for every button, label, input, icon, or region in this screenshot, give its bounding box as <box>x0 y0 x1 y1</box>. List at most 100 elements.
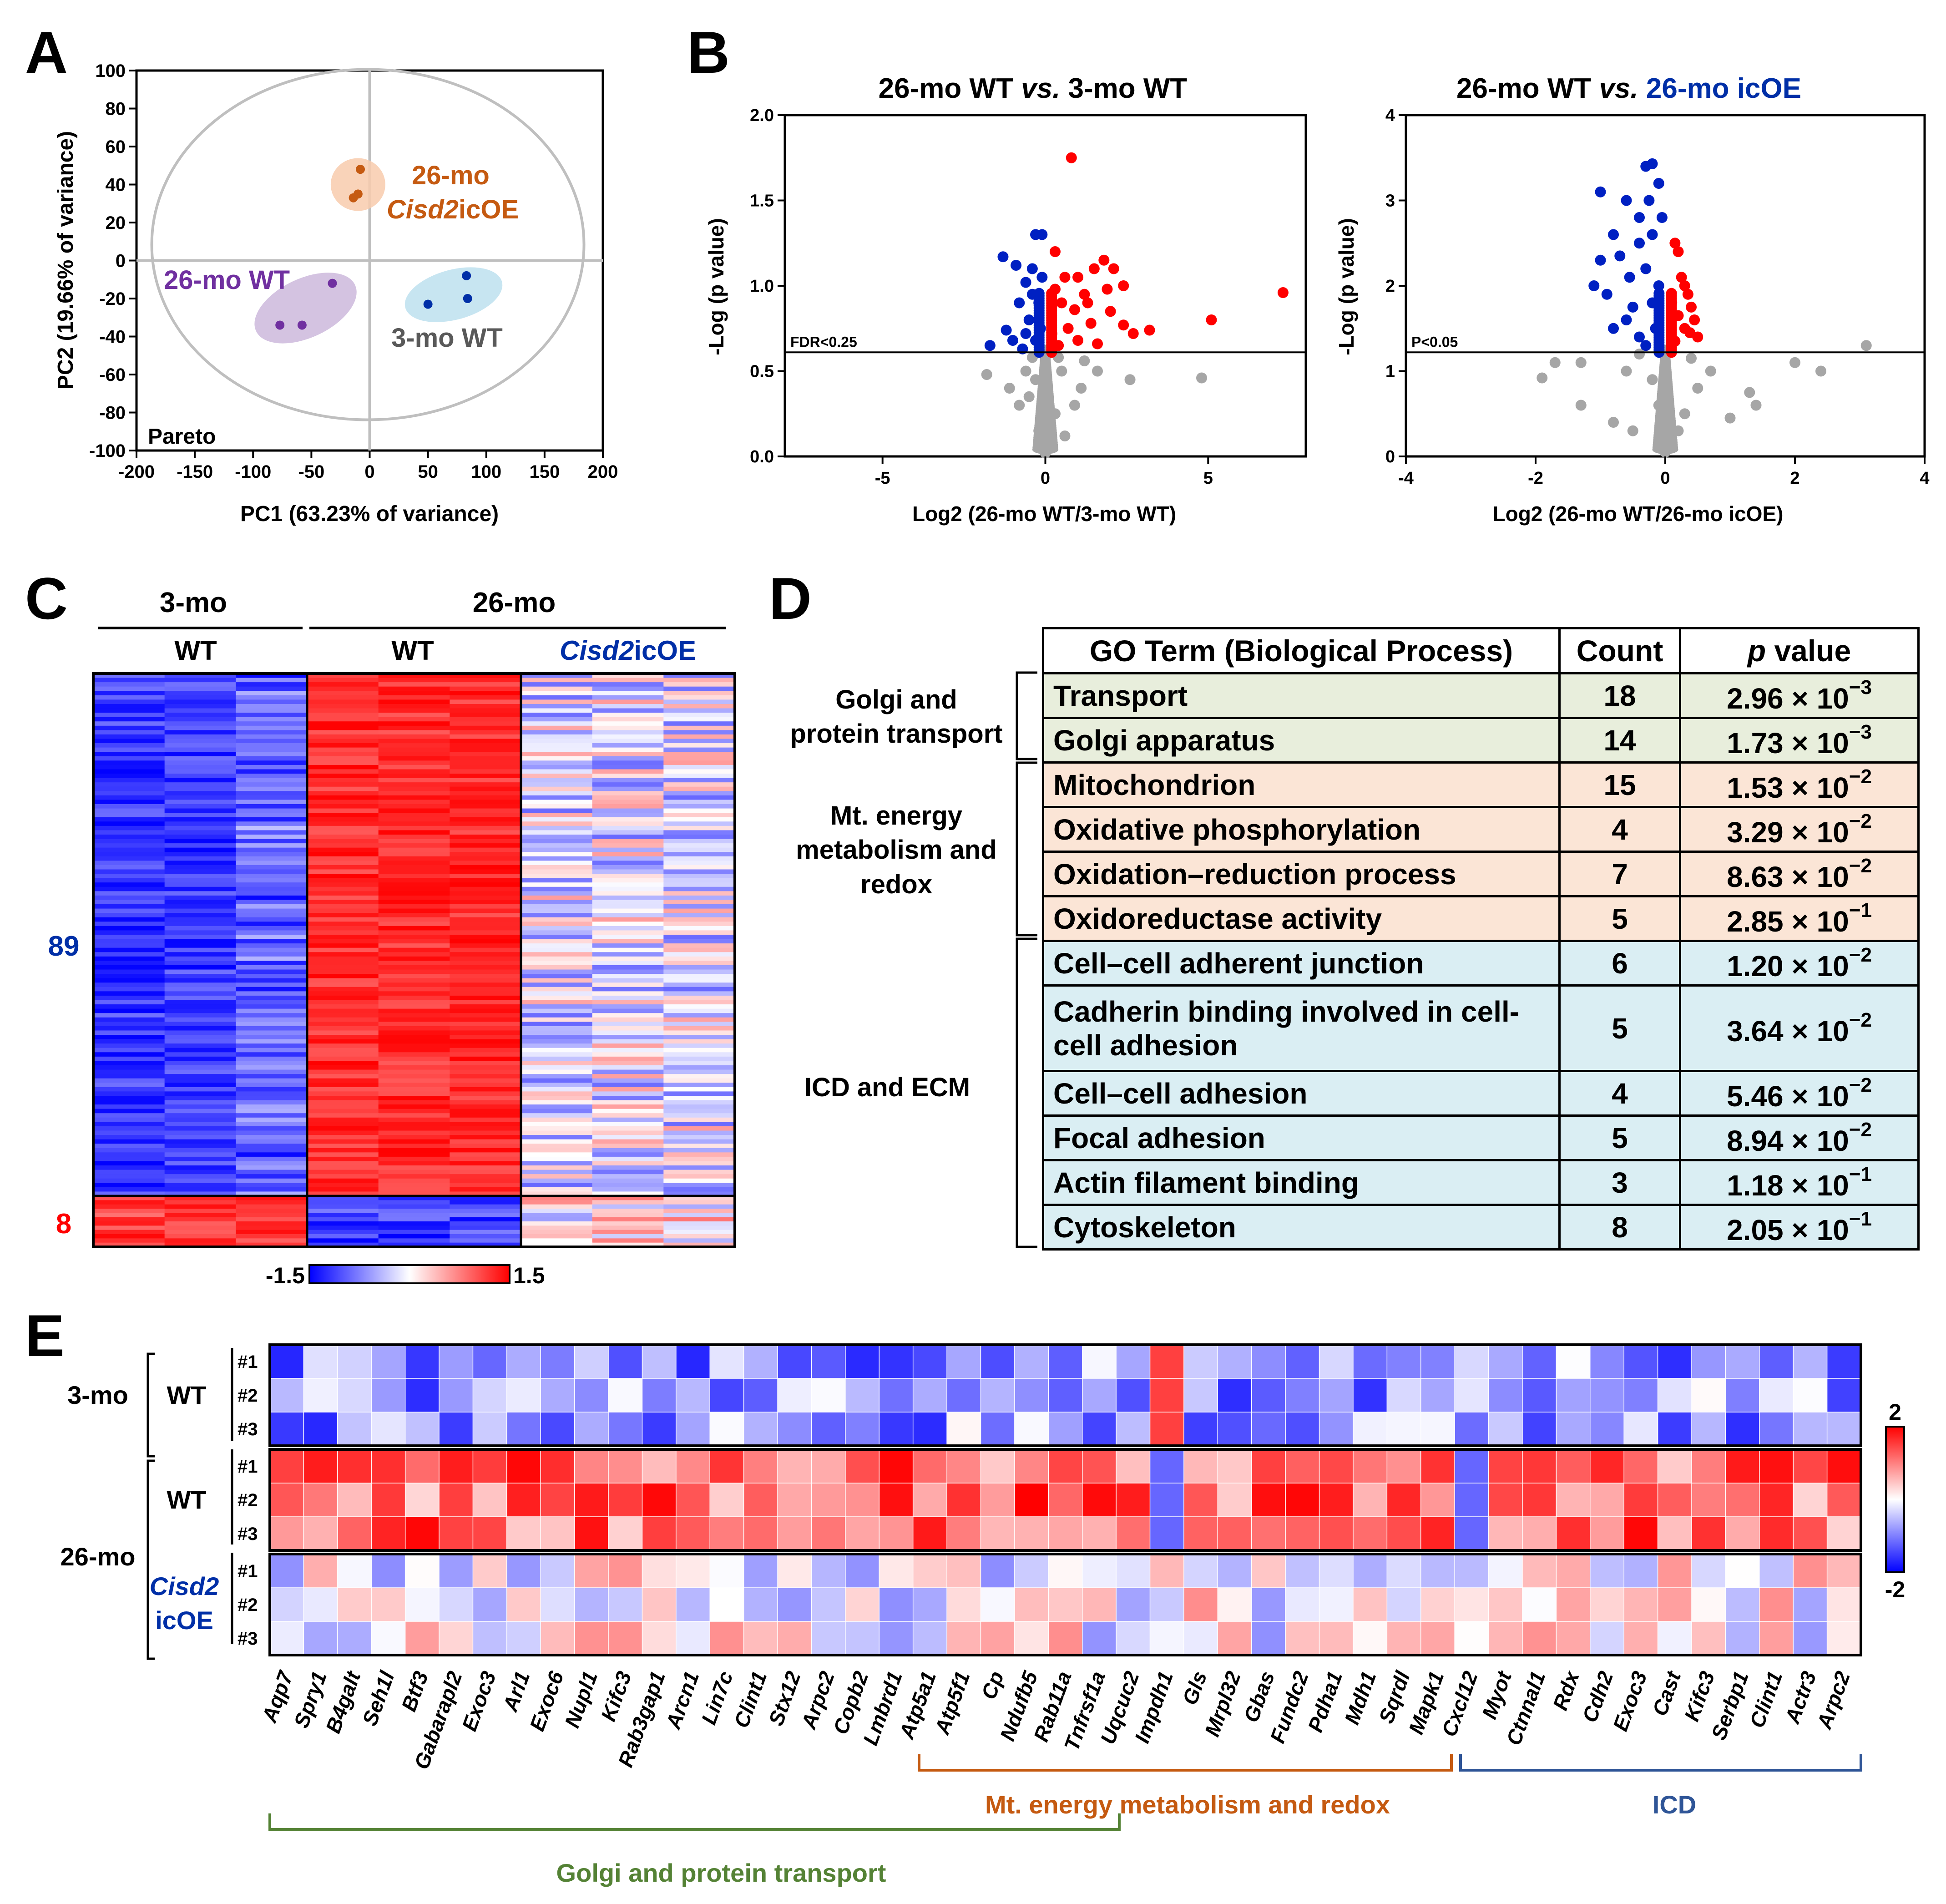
heatmap-c-cell <box>236 930 308 935</box>
heatmap-e-cell <box>1826 1412 1862 1447</box>
heatmap-e-cell <box>608 1483 643 1518</box>
heatmap-c-cell <box>307 1074 379 1079</box>
heatmap-c-cell <box>307 774 379 779</box>
heatmap-c-cell <box>236 874 308 879</box>
go-pvalue-mantissa: 2.05 <box>1727 1213 1784 1246</box>
heatmap-c-cell <box>93 1230 165 1235</box>
heatmap-c-cell <box>93 1196 165 1201</box>
go-pvalue-times: × <box>1791 1213 1809 1246</box>
heatmap-c-cell <box>521 830 593 835</box>
heatmap-c-cell <box>93 1078 165 1084</box>
heatmap-c-cell <box>307 886 379 892</box>
heatmap-e-cell <box>1319 1516 1354 1551</box>
heatmap-c-cell <box>450 1083 521 1088</box>
heatmap-c-cell <box>164 765 237 770</box>
heatmap-c-cell <box>93 804 165 809</box>
heatmap-c-cell <box>378 1242 450 1247</box>
heatmap-c-cell <box>93 1087 165 1092</box>
volcano2-title: 26-mo WT vs. 26-mo icOE <box>1456 73 1801 104</box>
heatmap-c-cell <box>663 1008 735 1014</box>
heatmap-c-cell <box>450 786 521 792</box>
heatmap-c-cell <box>450 1074 521 1079</box>
heatmap-c-cell <box>307 695 379 700</box>
heatmap-e-cell <box>337 1378 372 1413</box>
heatmap-c-cell <box>93 904 165 909</box>
heatmap-c-cell <box>378 1000 450 1005</box>
heatmap-e-cell <box>1759 1412 1794 1447</box>
heatmap-c-cell <box>663 930 735 935</box>
heatmap-c-cell <box>378 778 450 783</box>
volcano2-point-ns <box>1537 372 1548 384</box>
volcano1-point-down <box>1026 263 1038 274</box>
heatmap-c-cell <box>521 839 593 844</box>
heatmap-c-cell <box>307 965 379 970</box>
heatmap-c-cell <box>592 843 664 848</box>
go-term: Oxidation–reduction process <box>1042 851 1561 897</box>
heatmap-c-cell <box>164 922 237 927</box>
heatmap-e-cell <box>1826 1587 1862 1622</box>
heatmap-c-cell <box>663 808 735 814</box>
heatmap-c-cell <box>236 1083 308 1088</box>
heatmap-c-cell <box>592 808 664 814</box>
heatmap-c-cell <box>164 1152 237 1157</box>
heatmap-c-cell <box>450 843 521 848</box>
heatmap-c-cell <box>521 874 593 879</box>
heatmap-e-cell <box>1759 1378 1794 1413</box>
heatmap-c-cell <box>93 708 165 714</box>
heatmap-c-cell <box>378 900 450 905</box>
go-count: 4 <box>1558 806 1681 853</box>
heatmap-c-cell <box>378 734 450 739</box>
heatmap-e-cell <box>811 1554 846 1589</box>
heatmap-e-cell <box>337 1483 372 1518</box>
heatmap-c-cell <box>236 982 308 987</box>
heatmap-c-col-icoe-suffix: icOE <box>634 635 696 666</box>
heatmap-c-cell <box>450 1242 521 1247</box>
heatmap-c-cell <box>663 987 735 992</box>
heatmap-e-cell <box>1759 1621 1794 1656</box>
heatmap-c-cell <box>93 1178 165 1184</box>
heatmap-c-cell <box>450 1117 521 1123</box>
heatmap-c-cell <box>164 782 237 787</box>
heatmap-e-cell <box>1657 1554 1693 1589</box>
heatmap-c-cell <box>236 1000 308 1005</box>
heatmap-c-cell <box>521 952 593 957</box>
heatmap-e-cell <box>574 1344 609 1379</box>
heatmap-e-cell <box>1082 1516 1117 1551</box>
heatmap-c-cell <box>663 1078 735 1084</box>
heatmap-e-cell <box>1420 1483 1456 1518</box>
heatmap-e-cell <box>1691 1483 1726 1518</box>
heatmap-e-cell <box>676 1621 711 1656</box>
heatmap-c-cell <box>592 800 664 805</box>
heatmap-c-cell <box>164 1104 237 1109</box>
heatmap-c-cell <box>450 695 521 700</box>
heatmap-c-cell <box>592 1083 664 1088</box>
heatmap-e-cell <box>946 1621 981 1656</box>
heatmap-c-cell <box>164 947 237 953</box>
heatmap-c-cell <box>164 886 237 892</box>
heatmap-c-cell <box>236 786 308 792</box>
heatmap-c-cell <box>521 1061 593 1066</box>
heatmap-c-cell <box>93 800 165 805</box>
heatmap-c-cell <box>663 747 735 753</box>
heatmap-c-cell <box>378 935 450 940</box>
heatmap-e-cell <box>1522 1621 1557 1656</box>
heatmap-e-cell <box>1522 1516 1557 1551</box>
heatmap-c-cell <box>378 1061 450 1066</box>
heatmap-e-cell <box>777 1412 812 1447</box>
heatmap-e-cell <box>811 1621 846 1656</box>
heatmap-e-geno-wt-26mo: WT <box>167 1485 206 1514</box>
heatmap-c-cell <box>93 682 165 687</box>
heatmap-c-cell <box>378 886 450 892</box>
heatmap-c-cell <box>236 1026 308 1031</box>
heatmap-c-cell <box>450 1056 521 1062</box>
pca-y-tick-label: 100 <box>95 61 126 81</box>
heatmap-c-cell <box>450 969 521 975</box>
heatmap-c-cell <box>236 695 308 700</box>
go-table-brackets <box>1016 671 1037 1248</box>
heatmap-c-cell <box>450 808 521 814</box>
heatmap-c-cell <box>450 1000 521 1005</box>
heatmap-c-cell <box>164 1078 237 1084</box>
volcano2-x-tick-label: 4 <box>1920 469 1929 488</box>
heatmap-e-cell <box>1725 1621 1760 1656</box>
volcano1-point-up <box>1072 272 1084 283</box>
